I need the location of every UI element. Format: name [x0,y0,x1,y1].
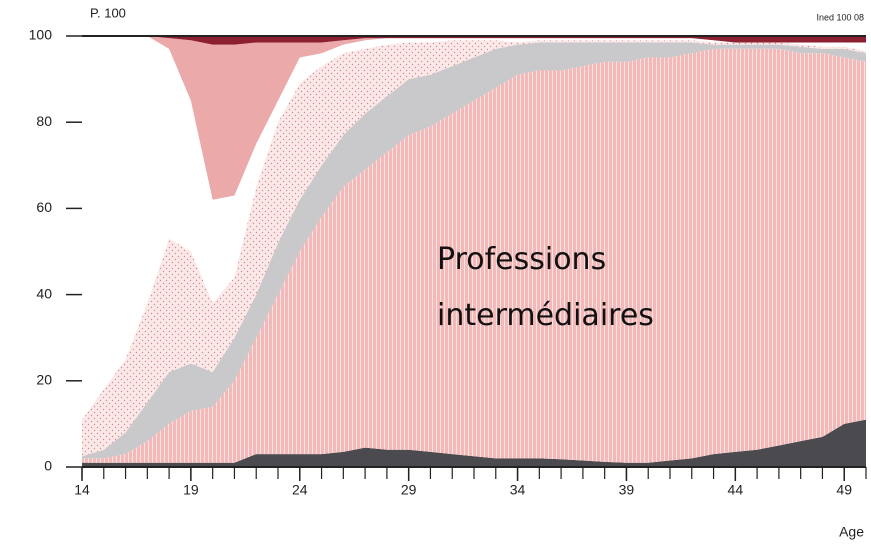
y-tick-label: 80 [36,113,52,129]
areas [82,36,866,467]
x-tick-label: 29 [401,482,417,498]
x-tick-label: 44 [728,482,744,498]
y-tick-label: 20 [36,372,52,388]
area [82,48,866,463]
y-axis-label: P. 100 [90,5,126,20]
area [82,36,866,45]
y-tick-label: 0 [44,458,52,474]
area [82,419,866,467]
x-tick-label: 19 [183,482,199,498]
source-label: Ined 100 08 [816,12,864,22]
axes: 0 20 40 60 80 100 14 19 24 29 34 39 44 49 [29,27,867,498]
area [82,40,866,457]
y-tick-label: 60 [36,199,52,215]
x-tick-label: 34 [510,482,526,498]
annotation: Professions intermédiaires [437,242,654,333]
x-tick-label: 39 [619,482,635,498]
y-tick-label: 100 [29,27,53,43]
area [82,36,866,200]
area [82,42,866,459]
area [82,36,866,420]
y-tick-label: 40 [36,285,52,301]
x-tick-label: 24 [292,482,308,498]
x-tick-label: 14 [74,482,90,498]
x-tick-label: 49 [836,482,852,498]
x-axis-label: Age [839,524,864,540]
